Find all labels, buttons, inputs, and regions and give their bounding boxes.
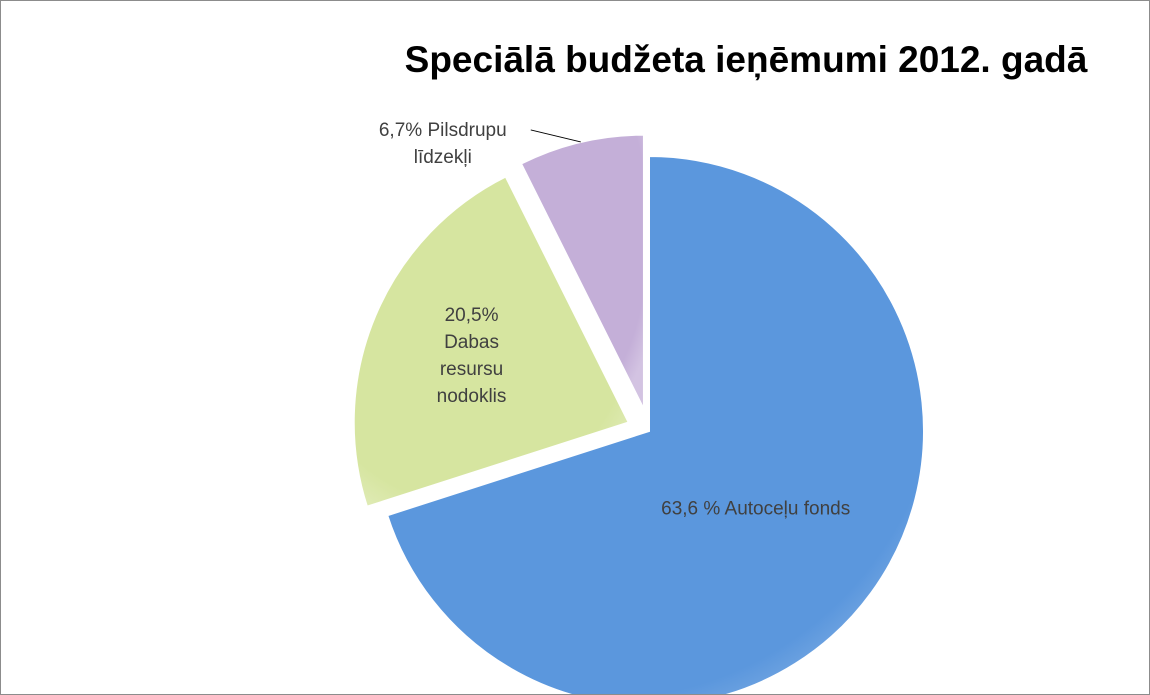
pie-slice <box>352 175 631 508</box>
category-label: Dabas resursu nodoklis <box>436 332 507 408</box>
data-label: 6,7% Pilsdrupu līdzekļi <box>353 117 533 171</box>
data-label: 63,6 % Autoceļu fonds <box>656 495 856 522</box>
pie-slice <box>385 154 925 694</box>
value-label: 6,7% <box>378 119 423 141</box>
value-label: 20,5% <box>444 305 499 327</box>
chart-title: Speciālā budžeta ieņēmumi 2012. gadā <box>404 39 1088 80</box>
leader-line <box>530 129 581 143</box>
category-label: Autoceļu fonds <box>724 498 851 520</box>
data-label: 20,5% Dabas resursu nodoklis <box>417 302 527 410</box>
pie-slice <box>519 133 645 411</box>
category-label: Pilsdrupu līdzekļi <box>413 119 507 168</box>
value-label: 63,6 % <box>661 498 721 520</box>
